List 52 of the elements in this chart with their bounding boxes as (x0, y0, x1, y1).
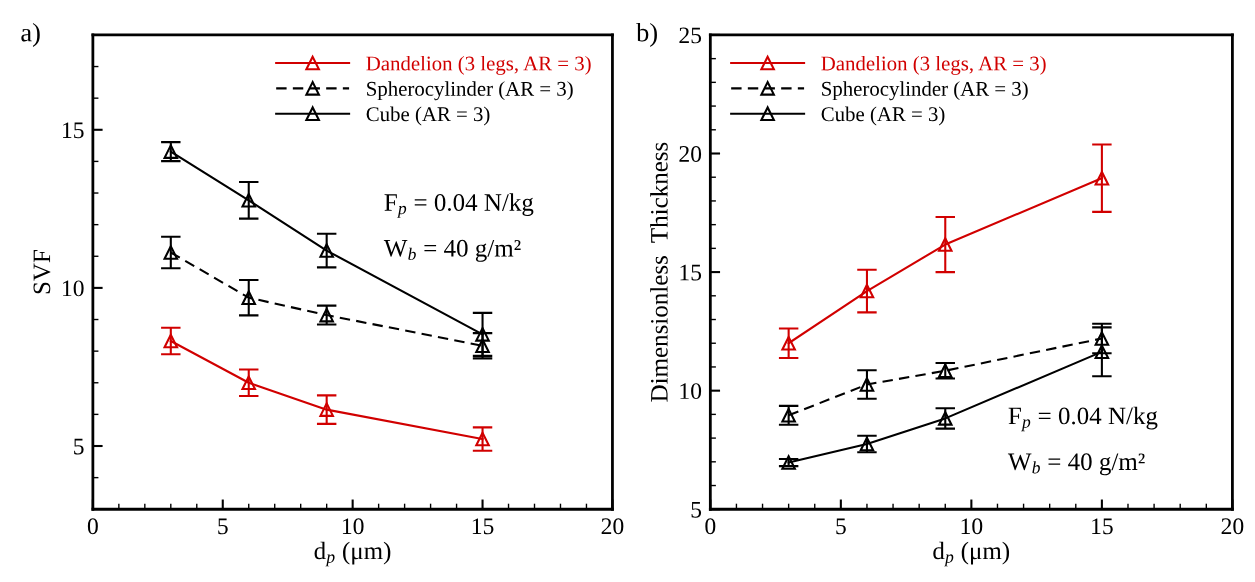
text: b) (636, 22, 657, 47)
point (781, 335, 796, 351)
point (859, 283, 875, 299)
point (163, 245, 179, 260)
x-axis-title: d$_{p}$ (μm) (933, 541, 1010, 567)
x-tick-label: 5 (218, 518, 228, 535)
y-tick-label: 25 (679, 27, 702, 44)
point (241, 375, 257, 391)
point (859, 377, 875, 392)
annotation: F$_{p}$ = 0.04 N/kg (1008, 406, 1158, 432)
point (1094, 170, 1110, 186)
annotation: W$_{b}$ = 40 g/m² (383, 239, 521, 262)
legend-label: Spherocylinder (AR = 3) (367, 81, 573, 101)
legend-label: Dandelion (3 legs, AR = 3) (366, 55, 591, 75)
y-tick-label: 5 (691, 501, 702, 518)
y-tick-label: 10 (680, 383, 702, 400)
y-tick-label: 10 (63, 280, 84, 297)
y-tick-label: 20 (679, 145, 702, 162)
point (1094, 331, 1110, 346)
x-tick-label: 20 (601, 518, 624, 535)
point (937, 363, 953, 379)
legend-label: Dandelion (3 legs, AR = 3) (821, 55, 1046, 75)
point (781, 455, 796, 470)
x-tick-label: 15 (1092, 518, 1113, 535)
y-tick-label: 5 (74, 438, 84, 455)
x-tick-label: 0 (87, 518, 98, 535)
x-axis-title: d$_{p}$ (μm) (314, 541, 391, 567)
point (241, 193, 257, 208)
x-tick-label: 20 (1221, 518, 1244, 535)
legend-label: Cube (AR = 3) (366, 106, 490, 126)
x-tick-label: 5 (836, 518, 846, 535)
x-tick-label: 0 (705, 518, 716, 535)
point (475, 431, 490, 447)
x-tick-label: 10 (342, 518, 364, 535)
y-axis-title: SVF (33, 250, 51, 294)
annotation: F$_{p}$ = 0.04 N/kg (384, 193, 534, 218)
point (1094, 344, 1110, 360)
point (163, 333, 179, 349)
x-tick-label: 15 (472, 518, 494, 535)
legend-label: Cube (AR = 3) (821, 106, 945, 126)
y-axis-title: Dimensionless Thickness (650, 142, 668, 402)
annotation: W$_{b}$ = 40 g/m² (1007, 453, 1145, 476)
text: a) (21, 22, 40, 47)
y-tick-label: 15 (680, 264, 702, 281)
legend-label: Spherocylinder (AR = 3) (822, 81, 1028, 101)
point (475, 327, 490, 342)
y-tick-label: 15 (63, 122, 84, 139)
point (937, 237, 953, 252)
x-tick-label: 10 (961, 518, 983, 535)
point (241, 290, 257, 305)
point (319, 243, 334, 258)
point (319, 402, 334, 417)
